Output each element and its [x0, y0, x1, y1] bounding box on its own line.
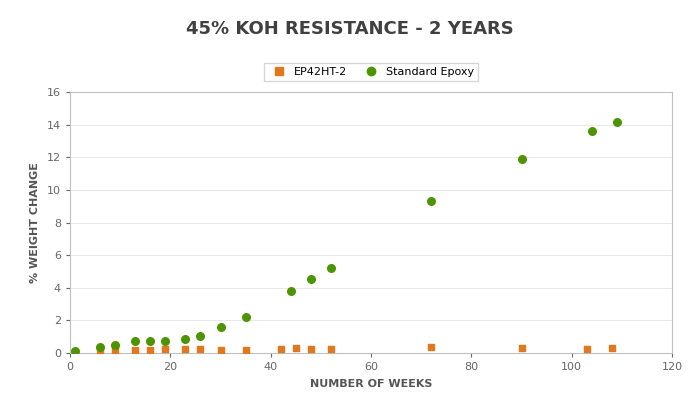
X-axis label: NUMBER OF WEEKS: NUMBER OF WEEKS — [310, 379, 432, 389]
Point — [305, 275, 316, 282]
Point — [69, 349, 80, 355]
Point — [195, 332, 206, 339]
Point — [326, 265, 337, 271]
Point — [606, 345, 617, 351]
Point — [69, 348, 80, 354]
Point — [195, 346, 206, 352]
Point — [275, 346, 286, 352]
Point — [290, 345, 301, 351]
Point — [145, 346, 156, 353]
Point — [240, 314, 251, 320]
Point — [305, 346, 316, 352]
Point — [109, 342, 121, 348]
Point — [180, 336, 191, 342]
Point — [516, 156, 527, 162]
Point — [426, 344, 437, 350]
Point — [326, 346, 337, 352]
Point — [160, 338, 171, 344]
Point — [130, 338, 141, 345]
Point — [160, 346, 171, 352]
Point — [215, 346, 226, 353]
Point — [586, 128, 597, 135]
Point — [180, 346, 191, 352]
Point — [130, 346, 141, 353]
Legend: EP42HT-2, Standard Epoxy: EP42HT-2, Standard Epoxy — [264, 63, 478, 81]
Point — [285, 288, 296, 294]
Point — [109, 346, 121, 353]
Point — [240, 346, 251, 353]
Point — [145, 338, 156, 344]
Point — [94, 347, 106, 354]
Point — [215, 324, 226, 330]
Y-axis label: % WEIGHT CHANGE: % WEIGHT CHANGE — [30, 162, 40, 283]
Point — [611, 119, 622, 126]
Text: 45% KOH RESISTANCE - 2 YEARS: 45% KOH RESISTANCE - 2 YEARS — [186, 20, 514, 38]
Point — [426, 197, 437, 204]
Point — [581, 346, 592, 352]
Point — [516, 345, 527, 351]
Point — [94, 344, 106, 350]
